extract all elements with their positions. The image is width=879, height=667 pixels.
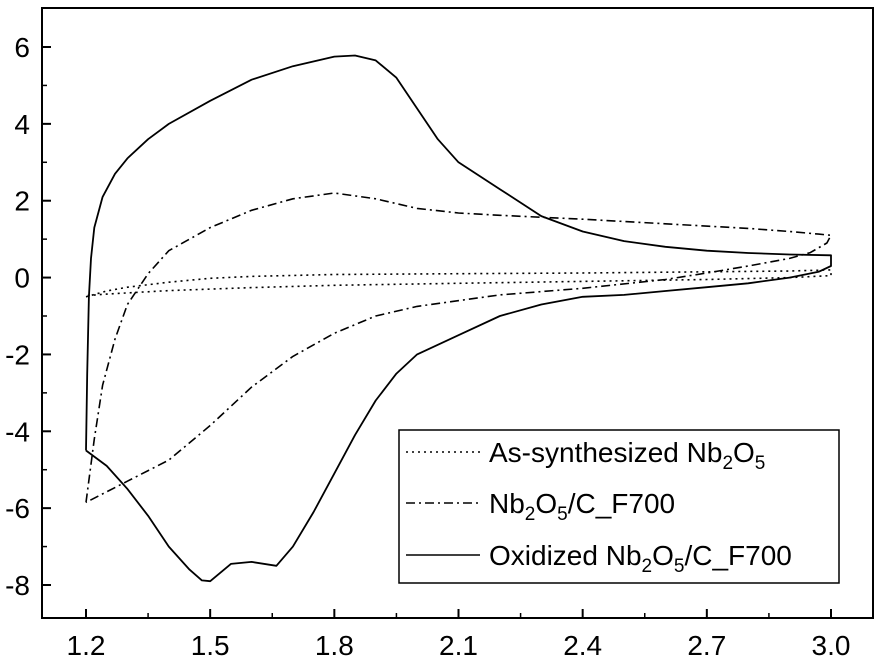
legend-label-1: As-synthesized Nb2O5	[489, 437, 765, 474]
y-axis: 6 4 2 0 -2 -4 -6 -8	[5, 32, 51, 601]
y-tick-label: -6	[5, 493, 30, 524]
y-tick-label: 6	[14, 32, 30, 63]
x-tick-label: 2.4	[563, 630, 602, 661]
series-line-1	[85, 269, 832, 298]
y-tick-label: -8	[5, 570, 30, 601]
x-tick-label: 1.5	[191, 630, 230, 661]
x-axis: 1.2 1.5 1.8 2.1 2.4 2.7 3.0	[67, 609, 851, 661]
legend-label-2: Nb2O5/C_F700	[489, 488, 675, 525]
x-tick-label: 2.7	[687, 630, 726, 661]
legend-box	[398, 429, 840, 584]
x-tick-label: 1.8	[315, 630, 354, 661]
y-tick-label: 4	[14, 109, 30, 140]
y-tick-label: -2	[5, 339, 30, 370]
series-line-2	[85, 192, 832, 504]
series-layer	[85, 54, 832, 583]
y-tick-label: 0	[14, 263, 30, 294]
legend: As-synthesized Nb2O5 Nb2O5/C_F700 Oxidized…	[398, 429, 840, 584]
series-line-3	[85, 54, 832, 583]
legend-label-3: Oxidized Nb2O5/C_F700	[489, 540, 792, 577]
y-tick-label: -4	[5, 416, 30, 447]
x-tick-label: 1.2	[67, 630, 106, 661]
x-tick-label: 3.0	[812, 630, 851, 661]
y-tick-label: 2	[14, 186, 30, 217]
x-tick-label: 2.1	[439, 630, 478, 661]
